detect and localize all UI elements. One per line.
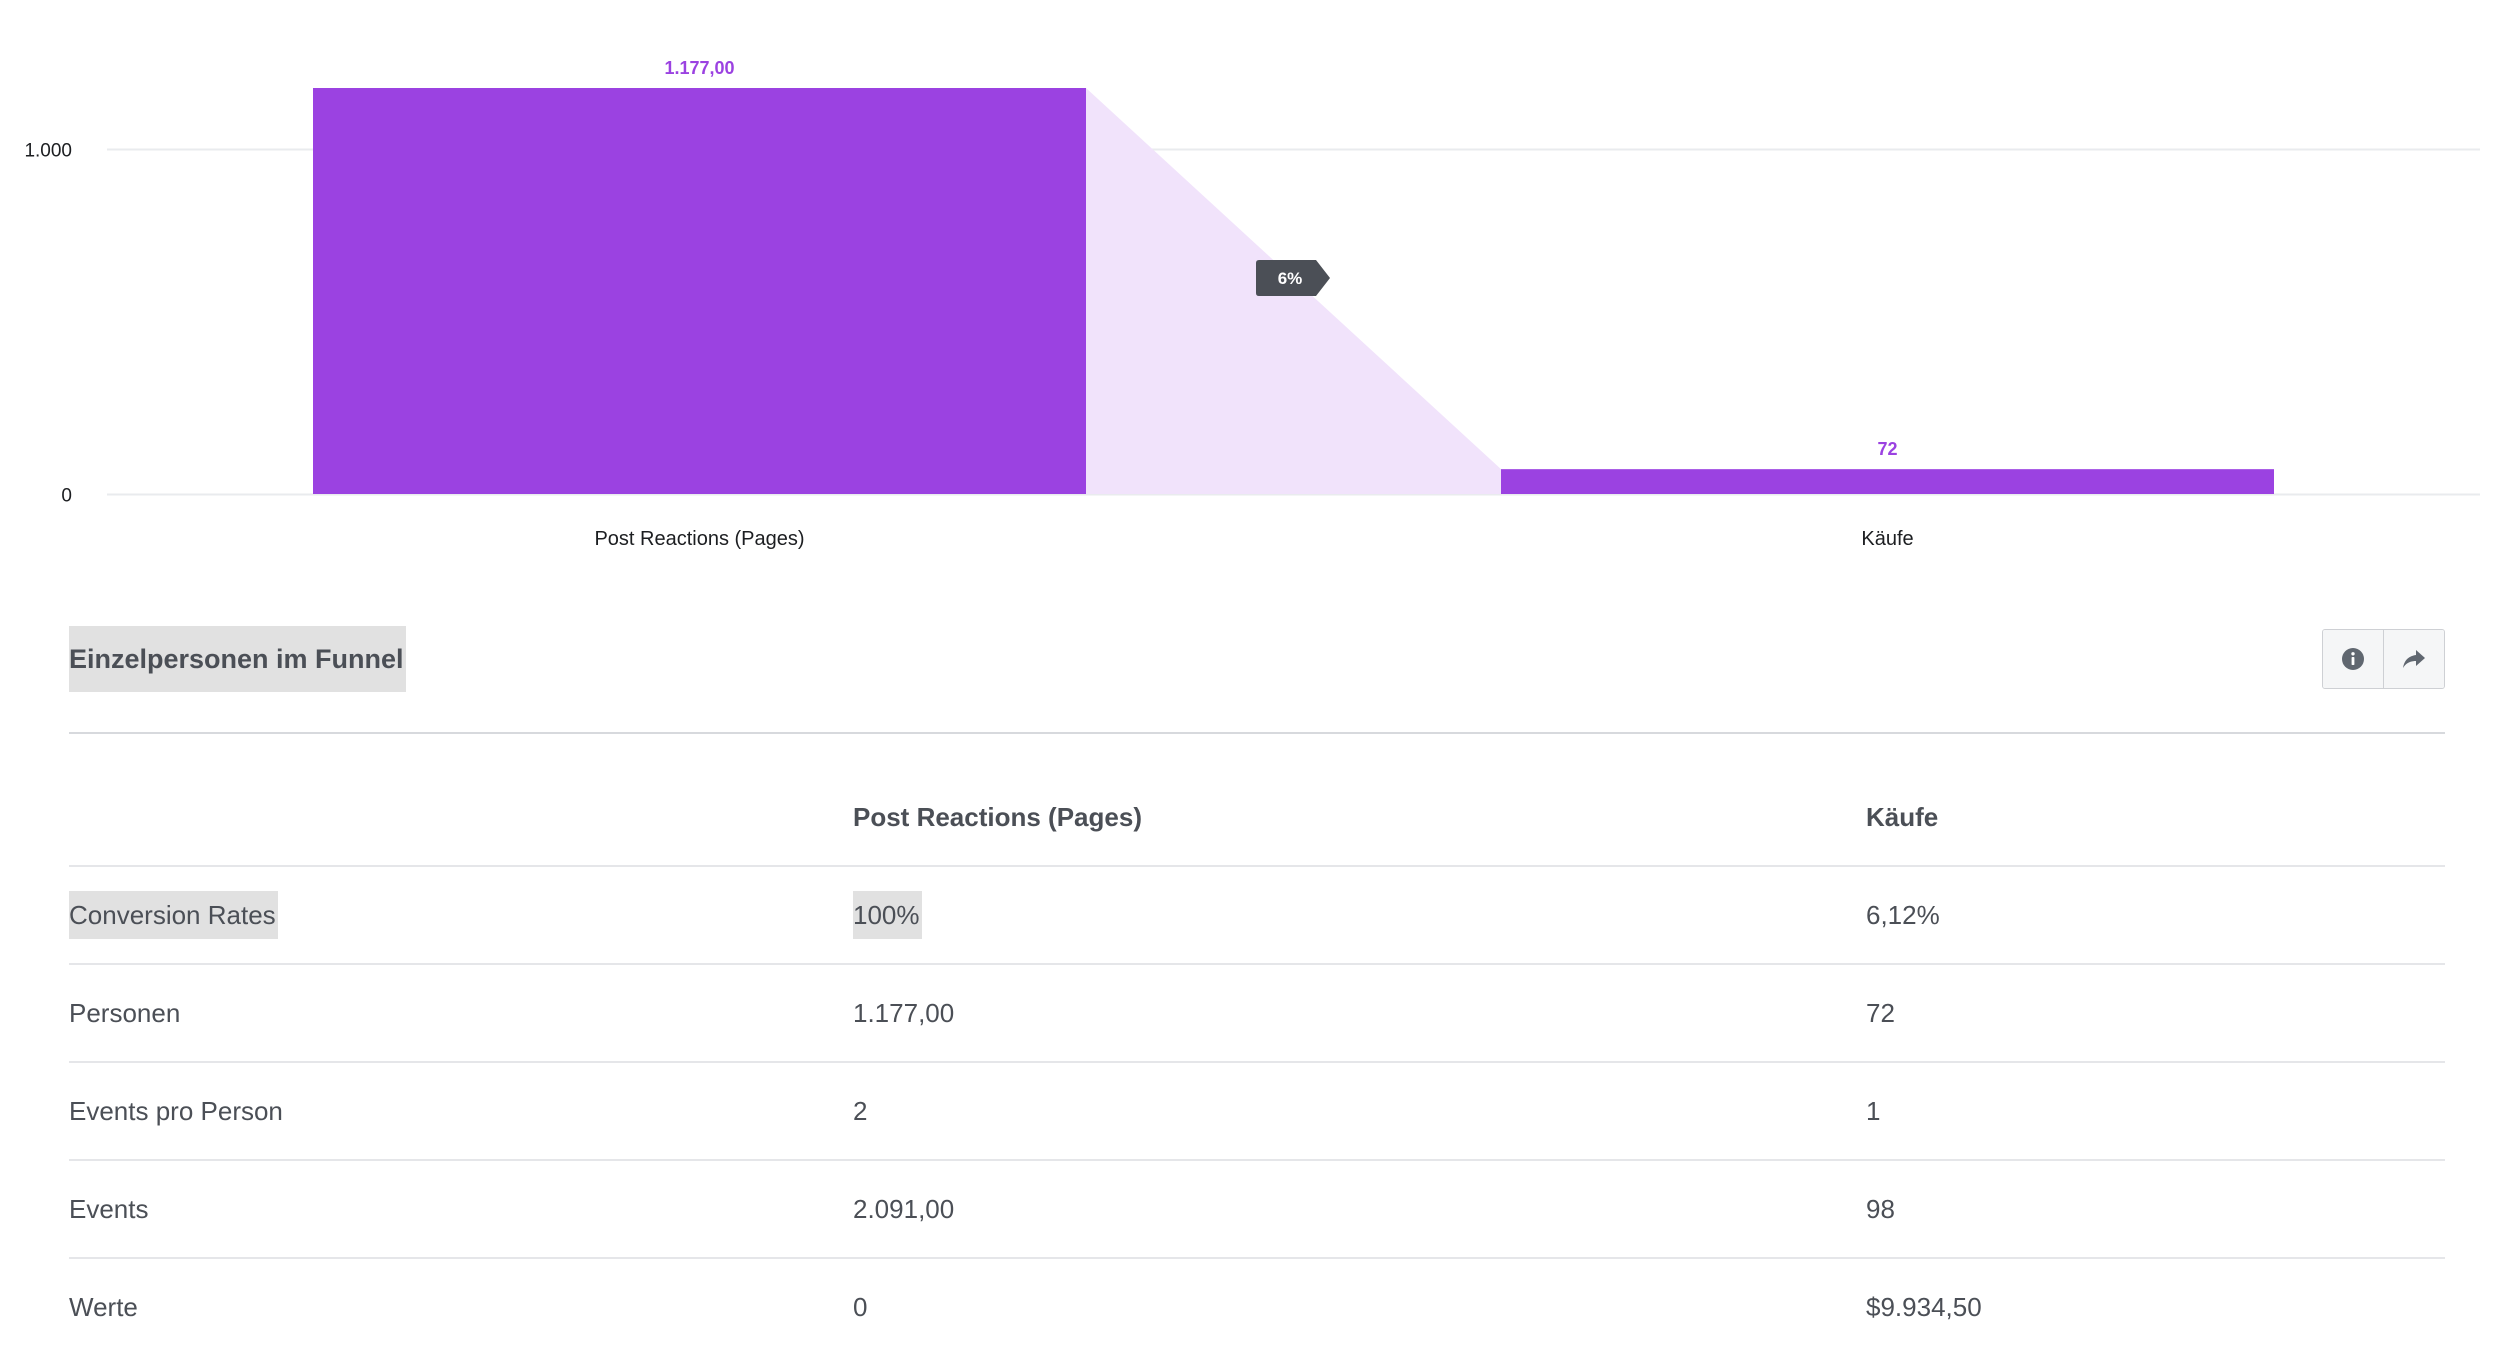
table-header-row: Post Reactions (Pages) Käufe	[69, 770, 2445, 867]
row-value-a: 1.177,00	[853, 964, 1866, 1063]
y-tick-label: 0	[61, 486, 72, 507]
row-value-b: 6,12%	[1866, 866, 2445, 965]
row-value-a: 2	[853, 1062, 1866, 1161]
section-actions	[2322, 629, 2445, 689]
share-icon	[2403, 650, 2425, 668]
header-post-reactions: Post Reactions (Pages)	[853, 770, 1866, 867]
row-value-b: 98	[1866, 1160, 2445, 1259]
row-value-b: 72	[1866, 964, 2445, 1063]
funnel-table: Post Reactions (Pages) Käufe Conversion …	[69, 770, 2445, 1355]
info-button[interactable]	[2323, 630, 2383, 688]
conversion-badge	[1256, 260, 1330, 296]
conversion-rate-a: 100%	[853, 891, 922, 939]
x-category-label: Post Reactions (Pages)	[594, 528, 804, 550]
bar-value-label: 1.177,00	[664, 58, 734, 78]
info-icon	[2342, 648, 2364, 670]
bar	[1501, 469, 2274, 494]
table-row: Events pro Person 2 1	[69, 1062, 2445, 1161]
header-label	[69, 770, 853, 867]
table-row: Personen 1.177,00 72	[69, 964, 2445, 1063]
conversion-badge-label: 6%	[1278, 269, 1303, 288]
table-row: Werte 0 $9.934,50	[69, 1258, 2445, 1355]
row-value-a: 2.091,00	[853, 1160, 1866, 1259]
bar	[313, 88, 1086, 494]
funnel-chart: 0 1.000 1.177,00 Post Reactions (Pages) 72 Kä…	[24, 58, 2480, 550]
section-title: Einzelpersonen im Funnel	[69, 626, 406, 692]
row-label: Personen	[69, 964, 853, 1063]
row-label: Events pro Person	[69, 1062, 853, 1161]
bar-value-label: 72	[1877, 439, 1897, 459]
row-value-b: $9.934,50	[1866, 1291, 1982, 1322]
conversion-rates-label: Conversion Rates	[69, 891, 278, 939]
share-button[interactable]	[2383, 630, 2444, 688]
row-label: Werte	[69, 1291, 138, 1322]
row-value-b: 1	[1866, 1062, 2445, 1161]
section-header: Einzelpersonen im Funnel	[69, 626, 2445, 734]
row-label: Conversion Rates	[69, 866, 853, 965]
row-label: Events	[69, 1160, 853, 1259]
y-tick-label: 1.000	[24, 141, 72, 162]
x-category-label: Käufe	[1861, 528, 1913, 550]
row-value-a: 100%	[853, 866, 1866, 965]
table-row: Events 2.091,00 98	[69, 1160, 2445, 1259]
header-kaeufe: Käufe	[1866, 770, 2445, 867]
table-row: Conversion Rates 100% 6,12%	[69, 866, 2445, 965]
row-value-a: 0	[853, 1291, 868, 1322]
